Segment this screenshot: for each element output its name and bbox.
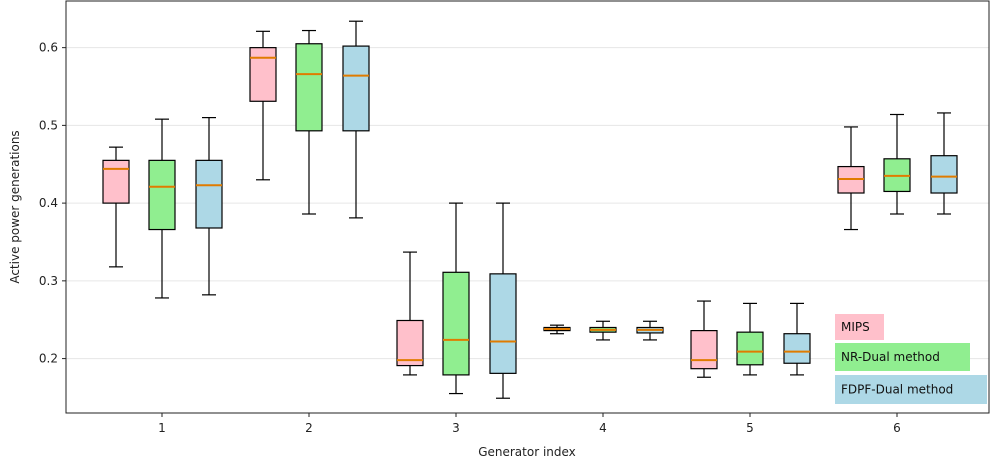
x-tick-label: 5	[746, 421, 754, 435]
legend-item: NR-Dual method	[835, 343, 970, 371]
legend-label: MIPS	[841, 320, 870, 334]
iqr-box	[442, 271, 470, 376]
iqr-box	[148, 159, 176, 231]
iqr-box	[102, 159, 130, 204]
box-element	[690, 300, 718, 378]
box-element	[883, 113, 911, 215]
box-series	[102, 20, 958, 399]
box-element	[195, 117, 223, 296]
box-element	[930, 112, 958, 215]
legend-label: NR-Dual method	[841, 350, 940, 364]
box-element	[249, 30, 277, 181]
iqr-box	[342, 45, 370, 132]
iqr-box	[295, 43, 323, 132]
box-element	[589, 320, 617, 341]
box-element	[342, 20, 370, 219]
box-element	[489, 202, 517, 399]
iqr-box	[690, 330, 718, 370]
box-element	[783, 302, 811, 376]
iqr-box	[930, 155, 958, 194]
box-element	[442, 202, 470, 395]
x-tick-label: 2	[305, 421, 313, 435]
iqr-box	[249, 47, 277, 102]
x-tick-label: 3	[452, 421, 460, 435]
y-tick-label: 0.6	[39, 41, 58, 55]
iqr-box	[489, 273, 517, 374]
y-tick-label: 0.3	[39, 274, 58, 288]
x-axis: 1 2 3 4 5 6	[158, 413, 901, 435]
y-axis: 0.2 0.3 0.4 0.5 0.6	[39, 41, 66, 366]
legend-swatch	[835, 375, 987, 404]
series-fdpf-dual-method	[195, 20, 958, 399]
box-element	[736, 302, 764, 376]
legend-swatch	[835, 314, 884, 340]
iqr-box	[396, 319, 424, 367]
x-tick-label: 1	[158, 421, 166, 435]
box-element	[102, 146, 130, 268]
iqr-box	[195, 159, 223, 229]
y-axis-label: Active power generations	[8, 130, 22, 283]
box-element	[295, 29, 323, 215]
series-nr-dual-method	[148, 29, 911, 395]
plot-frame	[65, 0, 990, 414]
box-element	[636, 320, 664, 341]
y-tick-label: 0.5	[39, 118, 58, 132]
y-tick-label: 0.2	[39, 352, 58, 366]
x-tick-label: 6	[893, 421, 901, 435]
series-mips	[102, 30, 865, 378]
box-element	[148, 118, 176, 299]
box-element	[396, 251, 424, 376]
legend: MIPS NR-Dual method FDPF-Dual method	[835, 314, 987, 404]
x-tick-label: 4	[599, 421, 607, 435]
y-tick-label: 0.4	[39, 196, 58, 210]
box-element	[543, 324, 571, 335]
x-axis-label: Generator index	[478, 445, 576, 459]
legend-item: MIPS	[835, 314, 884, 340]
iqr-box	[736, 331, 764, 366]
box-element	[837, 126, 865, 231]
legend-item: FDPF-Dual method	[835, 375, 987, 404]
legend-label: FDPF-Dual method	[841, 383, 953, 397]
legend-swatch	[835, 343, 970, 371]
iqr-box	[783, 333, 811, 364]
